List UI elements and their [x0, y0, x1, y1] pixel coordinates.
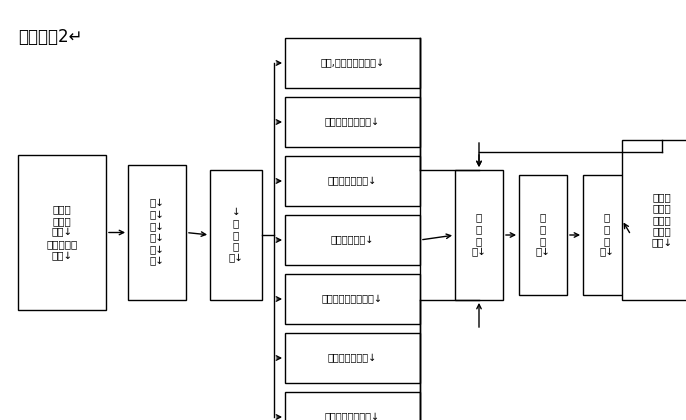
Text: 高地温可能性判释↓: 高地温可能性判释↓: [325, 117, 380, 127]
Text: 高地应力判释↓: 高地应力判释↓: [331, 235, 374, 245]
Text: 对预报
成果进
行工后
确报与
复核↓: 对预报 成果进 行工后 确报与 复核↓: [652, 192, 673, 248]
Text: 设
计
单
位↓: 设 计 单 位↓: [471, 213, 486, 257]
Text: 软岩变形可能性判释↓: 软岩变形可能性判释↓: [322, 294, 383, 304]
Bar: [455, 170, 503, 300]
Bar: [18, 155, 106, 310]
Text: 序参见图2↵: 序参见图2↵: [18, 28, 82, 46]
Text: 实
施
施
工↓: 实 施 施 工↓: [600, 213, 615, 257]
Text: 岩爆可能性判释↓: 岩爆可能性判释↓: [328, 353, 377, 363]
Text: ↓
专
家
评
判↓: ↓ 专 家 评 判↓: [228, 207, 244, 263]
Text: 涌水,涌泥可能性判释↓: 涌水,涌泥可能性判释↓: [320, 58, 385, 68]
Bar: [210, 170, 262, 300]
Bar: [285, 97, 420, 147]
Bar: [583, 175, 631, 295]
Bar: [285, 156, 420, 206]
Text: 其他地质病害判释↓: 其他地质病害判释↓: [325, 412, 380, 420]
Text: 动
态
设
计↓: 动 态 设 计↓: [536, 213, 550, 257]
Bar: [519, 175, 567, 295]
Bar: [285, 274, 420, 324]
Bar: [128, 165, 186, 300]
Bar: [285, 38, 420, 88]
Bar: [285, 215, 420, 265]
Bar: [285, 333, 420, 383]
Text: 断层可能性判释↓: 断层可能性判释↓: [328, 176, 377, 186]
Bar: [622, 140, 686, 300]
Text: 信↓
息↓
采↓
集↓
收↓
集↓: 信↓ 息↓ 采↓ 集↓ 收↓ 集↓: [150, 199, 165, 267]
Bar: [285, 392, 420, 420]
Text: 洞内超
前地质
预报↓
超前水平钻
探孔↓: 洞内超 前地质 预报↓ 超前水平钻 探孔↓: [47, 204, 78, 261]
